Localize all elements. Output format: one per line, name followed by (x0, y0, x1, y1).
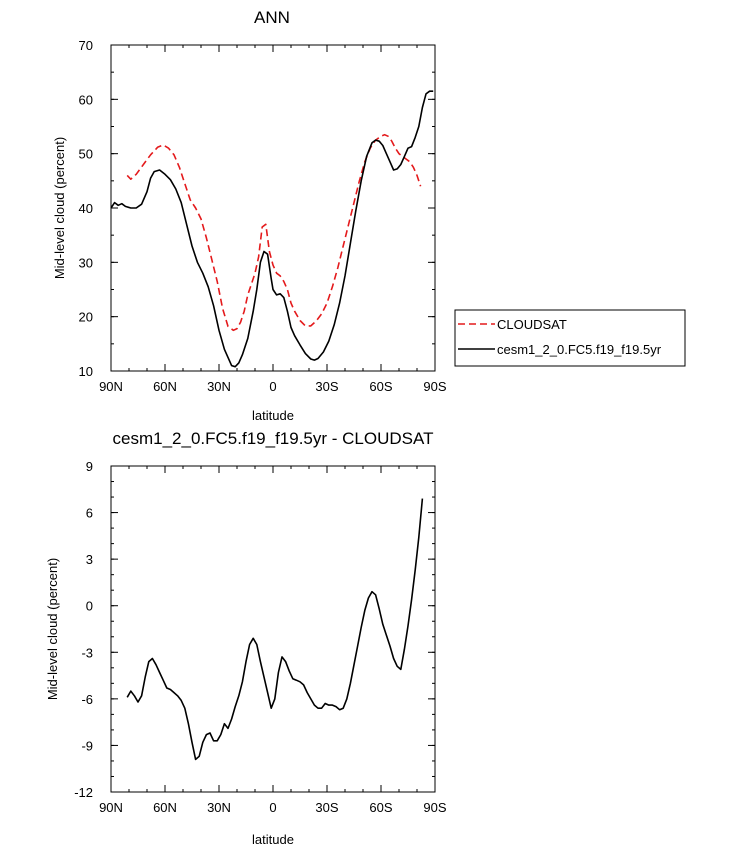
top-x-tick-label: 90S (423, 379, 446, 394)
top-chart-title: ANN (254, 8, 290, 27)
top-series-lines (110, 90, 434, 368)
bottom-y-tick-label: 3 (86, 552, 93, 567)
bottom-axis-ticks: 90N 60N 30N 0 30S 60S 90S -12 -9 -6 -3 0 3 6 9 (74, 459, 447, 815)
top-x-tick-label: 60N (153, 379, 177, 394)
bottom-y-tick-label: -3 (81, 645, 93, 660)
top-series-line-1 (110, 90, 434, 368)
legend-label-cloudsat: CLOUDSAT (497, 317, 567, 332)
bottom-y-tick-label: -12 (74, 785, 93, 800)
top-panel: ANN 90N 60N 30N 0 30S 60S 90S 10 20 30 40 50 60 70 la… (52, 8, 686, 423)
bottom-x-tick-label: 90N (99, 800, 123, 815)
bottom-plot-frame (110, 465, 436, 793)
bottom-x-tick-label: 30S (315, 800, 338, 815)
bottom-y-tick-label: -6 (81, 692, 93, 707)
bottom-x-tick-label: 30N (207, 800, 231, 815)
top-y-axis-label: Mid-level cloud (percent) (52, 137, 67, 279)
bottom-series-line-0 (126, 498, 424, 761)
bottom-y-tick-label: 9 (86, 459, 93, 474)
bottom-chart-title: cesm1_2_0.FC5.f19_f19.5yr - CLOUDSAT (113, 429, 434, 448)
bottom-series-lines (126, 498, 424, 761)
top-y-tick-label: 10 (79, 364, 93, 379)
top-legend: CLOUDSAT cesm1_2_0.FC5.f19_f19.5yr (454, 309, 686, 367)
top-y-tick-label: 60 (79, 92, 93, 107)
top-series-line-0 (126, 133, 422, 332)
legend-label-cesm: cesm1_2_0.FC5.f19_f19.5yr (497, 342, 662, 357)
bottom-y-tick-label: -9 (81, 738, 93, 753)
top-y-tick-label: 70 (79, 38, 93, 53)
top-x-tick-label: 30N (207, 379, 231, 394)
top-x-tick-label: 60S (369, 379, 392, 394)
top-x-axis-label: latitude (252, 408, 294, 423)
bottom-y-axis-label: Mid-level cloud (percent) (45, 558, 60, 700)
bottom-y-tick-label: 6 (86, 506, 93, 521)
top-axis-ticks: 90N 60N 30N 0 30S 60S 90S 10 20 30 40 50 60 70 (79, 38, 447, 394)
legend-box (454, 309, 686, 367)
bottom-y-tick-label: 0 (86, 599, 93, 614)
bottom-x-axis-label: latitude (252, 832, 294, 847)
bottom-x-tick-label: 90S (423, 800, 446, 815)
top-x-tick-label: 0 (269, 379, 276, 394)
top-x-tick-label: 90N (99, 379, 123, 394)
bottom-x-tick-label: 60S (369, 800, 392, 815)
top-y-tick-label: 50 (79, 147, 93, 162)
top-plot-frame (110, 44, 436, 372)
bottom-x-tick-label: 0 (269, 800, 276, 815)
bottom-panel: cesm1_2_0.FC5.f19_f19.5yr - CLOUDSAT 90N… (45, 429, 447, 847)
top-x-tick-label: 30S (315, 379, 338, 394)
top-y-tick-label: 20 (79, 310, 93, 325)
top-y-tick-label: 30 (79, 255, 93, 270)
top-y-tick-label: 40 (79, 201, 93, 216)
bottom-x-tick-label: 60N (153, 800, 177, 815)
